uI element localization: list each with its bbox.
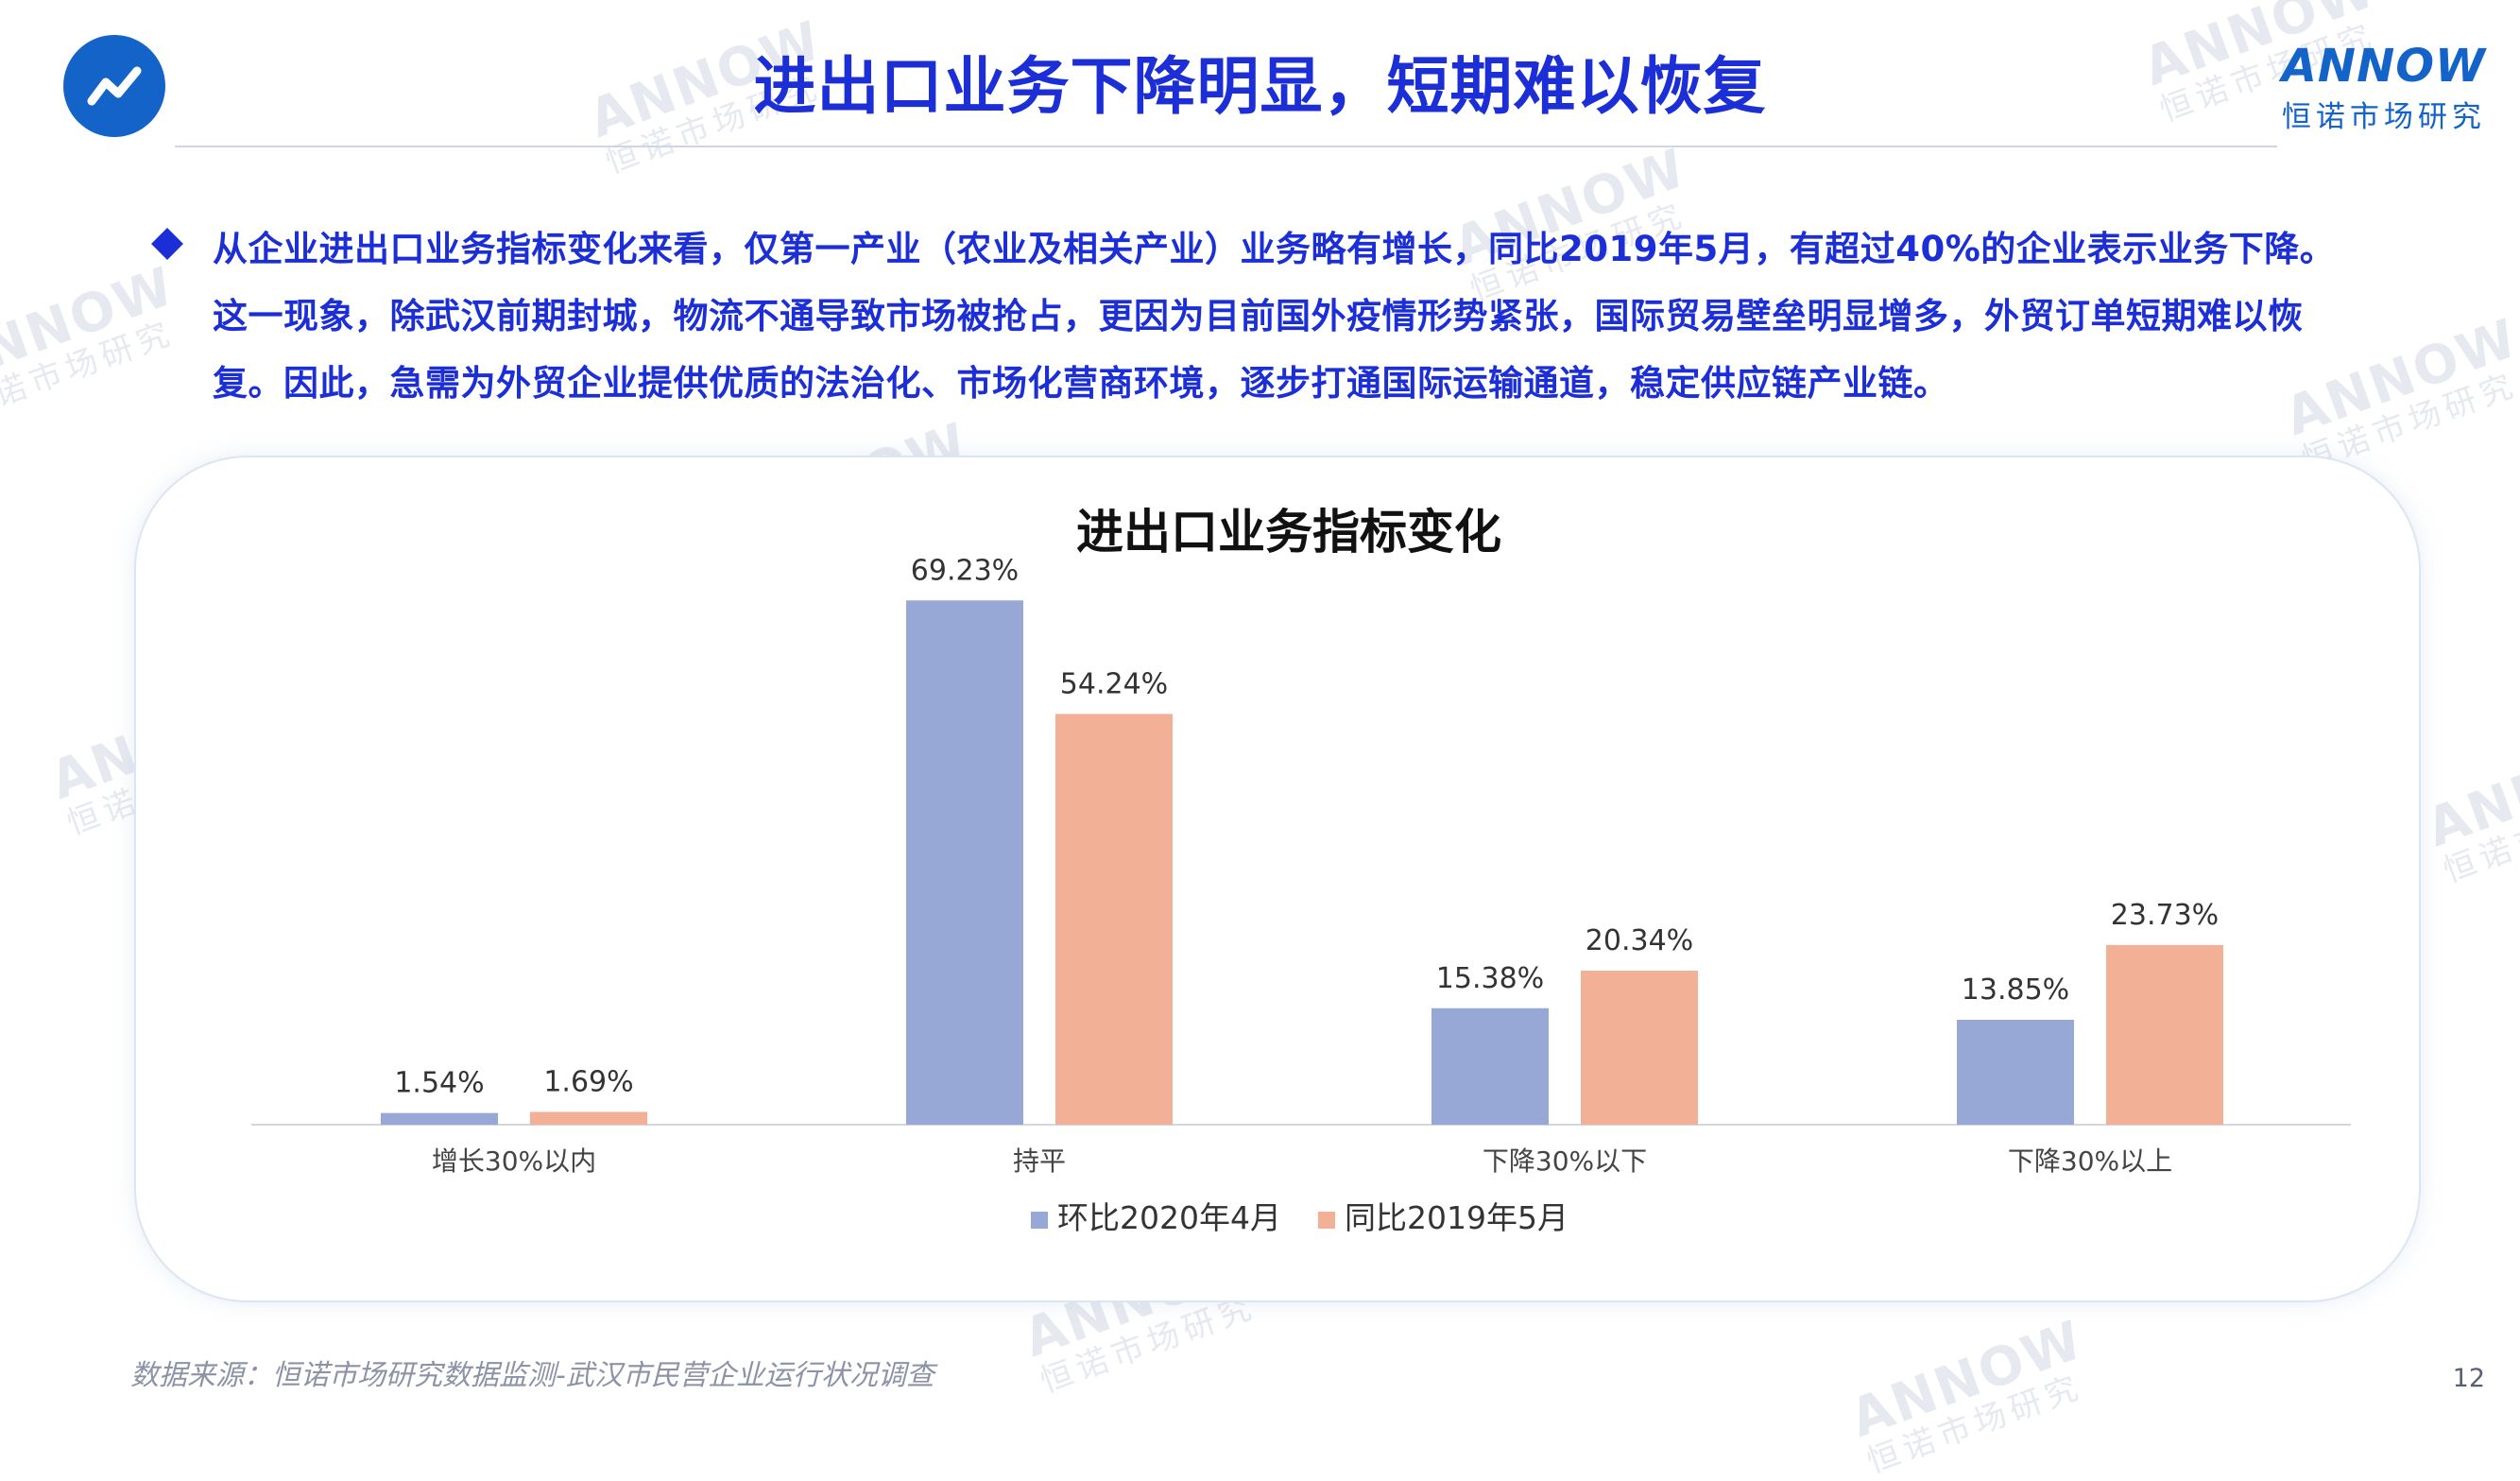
bar bbox=[1581, 971, 1698, 1125]
bar bbox=[381, 1112, 498, 1125]
data-label: 1.69% bbox=[543, 1065, 633, 1098]
bar bbox=[906, 600, 1023, 1125]
logo-badge bbox=[63, 35, 165, 137]
data-label: 20.34% bbox=[1586, 924, 1693, 957]
data-label: 13.85% bbox=[1962, 973, 2069, 1007]
data-label: 23.73% bbox=[2111, 899, 2219, 932]
page-number: 12 bbox=[2452, 1364, 2485, 1393]
trend-line-icon bbox=[87, 66, 142, 106]
chart-card: 进出口业务指标变化 1.54% 1.69% 增长30%以内 69.23% 54.24% 持… bbox=[134, 456, 2421, 1302]
title-divider bbox=[175, 146, 2277, 147]
x-tick-label: 下降30%以上 bbox=[2008, 1145, 2172, 1177]
data-label: 54.24% bbox=[1060, 667, 1168, 700]
chart-title: 进出口业务指标变化 bbox=[1076, 505, 1501, 560]
legend-swatch bbox=[1318, 1212, 1335, 1229]
data-label: 1.54% bbox=[394, 1067, 484, 1100]
legend-label: 环比2020年4月 bbox=[1057, 1199, 1281, 1236]
diamond-bullet-icon bbox=[151, 228, 183, 260]
bar-chart: 进出口业务指标变化 1.54% 1.69% 增长30%以内 69.23% 54.24% 持… bbox=[251, 505, 2351, 1236]
x-tick-label: 下降30%以下 bbox=[1483, 1145, 1647, 1177]
data-label: 69.23% bbox=[911, 554, 1019, 587]
summary-block: 从企业进出口业务指标变化来看，仅第一产业（农业及相关产业）业务略有增长，同比20… bbox=[151, 215, 2367, 417]
bar bbox=[530, 1111, 647, 1125]
page-title: 进出口业务下降明显，短期难以恢复 bbox=[753, 50, 1767, 123]
data-label: 15.38% bbox=[1436, 962, 1544, 995]
x-tick-label: 增长30%以内 bbox=[432, 1145, 596, 1177]
brand-name: ANNOW bbox=[2281, 40, 2486, 93]
x-tick-label: 持平 bbox=[1013, 1145, 1066, 1177]
bar bbox=[2106, 944, 2223, 1125]
bar bbox=[1431, 1007, 1549, 1125]
brand-subtitle: 恒诺市场研究 bbox=[2281, 100, 2486, 134]
summary-text: 从企业进出口业务指标变化来看，仅第一产业（农业及相关产业）业务略有增长，同比20… bbox=[213, 229, 2336, 404]
bar bbox=[1957, 1020, 2074, 1125]
brand-logo: ANNOW 恒诺市场研究 bbox=[2282, 43, 2486, 135]
data-source: 数据来源：恒诺市场研究数据监测-武汉市民营企业运行状况调查 bbox=[130, 1359, 934, 1392]
bar bbox=[1055, 714, 1173, 1125]
legend-label: 同比2019年5月 bbox=[1345, 1199, 1569, 1236]
legend-swatch bbox=[1031, 1212, 1048, 1229]
